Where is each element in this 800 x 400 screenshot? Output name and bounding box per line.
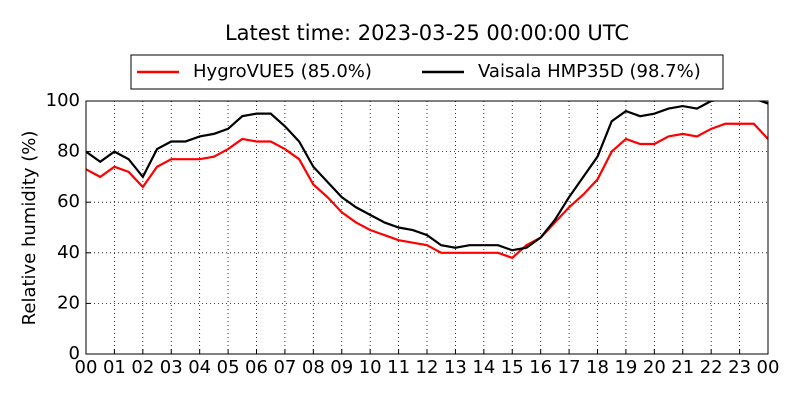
legend: HygroVUE5 (85.0%) Vaisala HMP35D (98.7%) bbox=[130, 54, 724, 90]
legend-label: HygroVUE5 (85.0%) bbox=[193, 61, 372, 82]
data-line bbox=[86, 122, 768, 260]
x-tick-label: 21 bbox=[671, 357, 694, 378]
y-tick-label: 100 bbox=[46, 90, 80, 111]
x-tick-label: 15 bbox=[501, 357, 524, 378]
x-tick-label: 23 bbox=[728, 357, 751, 378]
plot-frame bbox=[85, 100, 769, 355]
x-tick-label: 10 bbox=[359, 357, 382, 378]
data-line bbox=[86, 101, 768, 252]
x-tick-label: 05 bbox=[217, 357, 240, 378]
y-tick-label: 20 bbox=[57, 292, 80, 313]
x-tick-label: 09 bbox=[330, 357, 353, 378]
x-tick-label: 11 bbox=[387, 357, 410, 378]
legend-label: Vaisala HMP35D (98.7%) bbox=[478, 61, 701, 82]
y-tick-label: 0 bbox=[69, 343, 80, 364]
x-tick-label: 07 bbox=[273, 357, 296, 378]
x-tick-label: 12 bbox=[416, 357, 439, 378]
x-tick-label: 14 bbox=[472, 357, 495, 378]
x-tick-label: 17 bbox=[558, 357, 581, 378]
x-tick-label: 08 bbox=[302, 357, 325, 378]
x-tick-label: 02 bbox=[131, 357, 154, 378]
x-tick-label: 00 bbox=[757, 357, 780, 378]
plot-area bbox=[86, 101, 768, 260]
x-tick-label: 20 bbox=[643, 357, 666, 378]
y-tick-label: 60 bbox=[57, 191, 80, 212]
x-tick-label: 18 bbox=[586, 357, 609, 378]
y-tick-label: 80 bbox=[57, 141, 80, 162]
y-axis-label: Relative humidity (%) bbox=[19, 131, 40, 326]
y-tick-label: 40 bbox=[57, 242, 80, 263]
x-tick-label: 16 bbox=[529, 357, 552, 378]
x-tick-label: 01 bbox=[103, 357, 126, 378]
x-tick-label: 19 bbox=[614, 357, 637, 378]
x-tick-label: 13 bbox=[444, 357, 467, 378]
x-tick-label: 04 bbox=[188, 357, 211, 378]
chart-title: Latest time: 2023-03-25 00:00:00 UTC bbox=[225, 21, 629, 45]
x-tick-label: 00 bbox=[75, 357, 98, 378]
x-tick-label: 03 bbox=[160, 357, 183, 378]
x-tick-label: 06 bbox=[245, 357, 268, 378]
x-tick-label: 22 bbox=[700, 357, 723, 378]
